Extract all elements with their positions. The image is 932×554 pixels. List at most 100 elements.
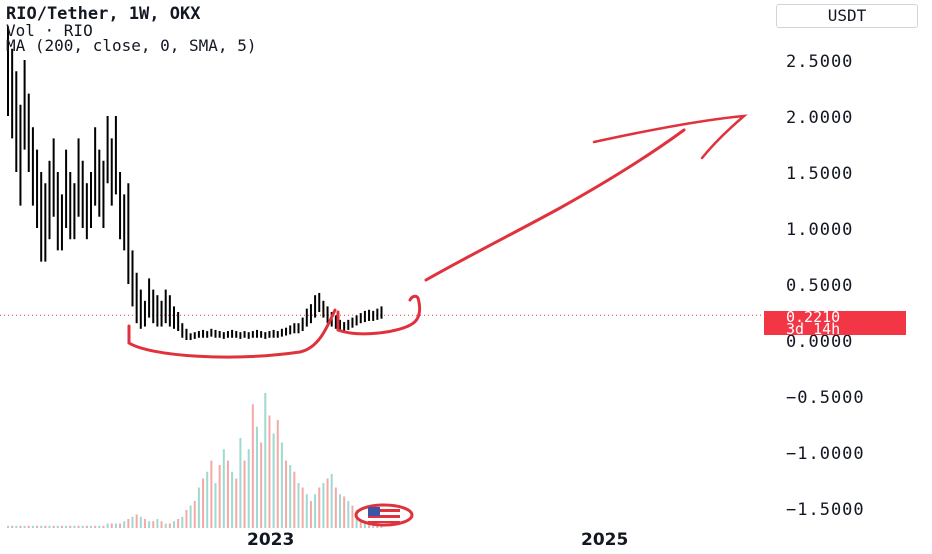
- volume-bar: [334, 487, 337, 528]
- volume-bar: [330, 474, 333, 528]
- ma-legend[interactable]: MA (200, close, 0, SMA, 5): [6, 36, 257, 55]
- volume-bar: [139, 516, 142, 528]
- chart-title[interactable]: RIO/Tether, 1W, OKX: [6, 4, 201, 24]
- tick-2-5: 2.5000: [786, 52, 854, 72]
- volume-bar: [326, 478, 329, 528]
- volume-bar: [110, 523, 113, 528]
- volume-bar: [181, 516, 184, 528]
- volume-bar: [90, 525, 92, 528]
- tick-neg-1-5: −1.5000: [786, 500, 865, 520]
- volume-bar: [251, 404, 254, 528]
- volume-bar: [19, 525, 22, 528]
- volume-bar: [347, 501, 350, 528]
- price-bars: [7, 26, 383, 340]
- volume-bar: [214, 483, 217, 528]
- volume-bar: [193, 501, 196, 528]
- volume-bar: [239, 438, 242, 528]
- volume-bar: [297, 483, 300, 528]
- volume-bar: [69, 525, 72, 528]
- volume-legend[interactable]: Vol · RIO: [6, 21, 93, 40]
- tick-0-0: 0.0000: [786, 332, 854, 352]
- volume-bar: [106, 523, 109, 528]
- volume-bar: [56, 525, 59, 528]
- volume-bar: [135, 514, 138, 528]
- last-price-value: 0.2210: [786, 308, 841, 326]
- last-price-badge: 0.2210 3d 14h: [764, 308, 906, 338]
- volume-bar: [164, 523, 167, 528]
- volume-bar: [206, 471, 209, 528]
- arrow-head-top: [592, 114, 748, 160]
- volume-bars: [7, 393, 383, 528]
- volume-bar: [81, 525, 84, 528]
- volume-bar: [143, 519, 146, 528]
- volume-bar: [77, 525, 80, 528]
- volume-bar: [36, 525, 39, 528]
- volume-bar: [173, 521, 175, 528]
- volume-bar: [7, 525, 9, 528]
- volume-bar: [264, 393, 267, 528]
- price-chart[interactable]: [0, 0, 764, 550]
- tick-2-0: 2.0000: [786, 108, 854, 128]
- volume-bar: [339, 494, 341, 528]
- volume-bar: [293, 471, 296, 528]
- tick-0-5: 0.5000: [786, 276, 854, 296]
- volume-bar: [23, 525, 26, 528]
- volume-bar: [102, 525, 105, 528]
- volume-bar: [272, 433, 275, 528]
- tick-neg-0-5: −0.5000: [786, 388, 865, 408]
- volume-bar: [197, 487, 200, 528]
- volume-bar: [185, 510, 188, 528]
- volume-bar: [289, 465, 292, 528]
- time-label-2025: 2025: [581, 530, 629, 550]
- cup-drawing: [127, 308, 337, 359]
- volume-bar: [131, 516, 134, 528]
- trend-arrow-line: [424, 128, 686, 282]
- chart-pane[interactable]: RIO/Tether, 1W, OKX Vol · RIO MA (200, c…: [0, 0, 764, 550]
- volume-bar: [15, 525, 18, 528]
- volume-bar: [114, 523, 117, 528]
- volume-bar: [152, 521, 155, 528]
- volume-bar: [160, 521, 163, 528]
- volume-bar: [48, 525, 51, 528]
- volume-bar: [218, 465, 221, 528]
- volume-bar: [235, 478, 238, 528]
- volume-bar: [31, 525, 34, 528]
- volume-bar: [260, 442, 263, 528]
- volume-bar: [27, 525, 30, 528]
- volume-bar: [222, 449, 225, 528]
- volume-bar: [268, 415, 271, 528]
- volume-bar: [285, 460, 288, 528]
- volume-bar: [343, 496, 346, 528]
- volume-bar: [52, 525, 55, 528]
- volume-bar: [119, 523, 122, 528]
- bar-countdown: 3d 14h: [786, 320, 841, 338]
- volume-bar: [210, 460, 213, 528]
- volume-bar: [123, 521, 126, 528]
- currency-selector[interactable]: USDT: [776, 4, 918, 28]
- volume-bar: [44, 525, 47, 528]
- us-flag-icon: [354, 503, 414, 527]
- time-label-2023: 2023: [247, 530, 295, 550]
- volume-bar: [98, 525, 101, 528]
- volume-bar: [127, 519, 130, 528]
- volume-bar: [177, 519, 180, 528]
- price-axis[interactable]: USDT 2.5000 2.0000 1.5000 1.0000 0.5000 …: [764, 0, 932, 550]
- volume-bar: [305, 494, 308, 528]
- volume-bar: [256, 426, 258, 528]
- tick-neg-1-0: −1.0000: [786, 444, 865, 464]
- volume-bar: [40, 525, 43, 528]
- volume-bar: [318, 487, 321, 528]
- volume-bar: [189, 505, 192, 528]
- volume-bar: [276, 420, 279, 528]
- volume-bar: [11, 525, 14, 528]
- volume-bar: [322, 483, 325, 528]
- volume-bar: [85, 525, 88, 528]
- volume-bar: [301, 487, 304, 528]
- volume-bar: [226, 460, 229, 528]
- volume-bar: [309, 501, 312, 528]
- volume-bar: [60, 525, 63, 528]
- volume-bar: [280, 442, 283, 528]
- hand-drawn-annotations: [127, 114, 748, 527]
- volume-bar: [314, 494, 317, 528]
- handle-drawing: [336, 294, 422, 336]
